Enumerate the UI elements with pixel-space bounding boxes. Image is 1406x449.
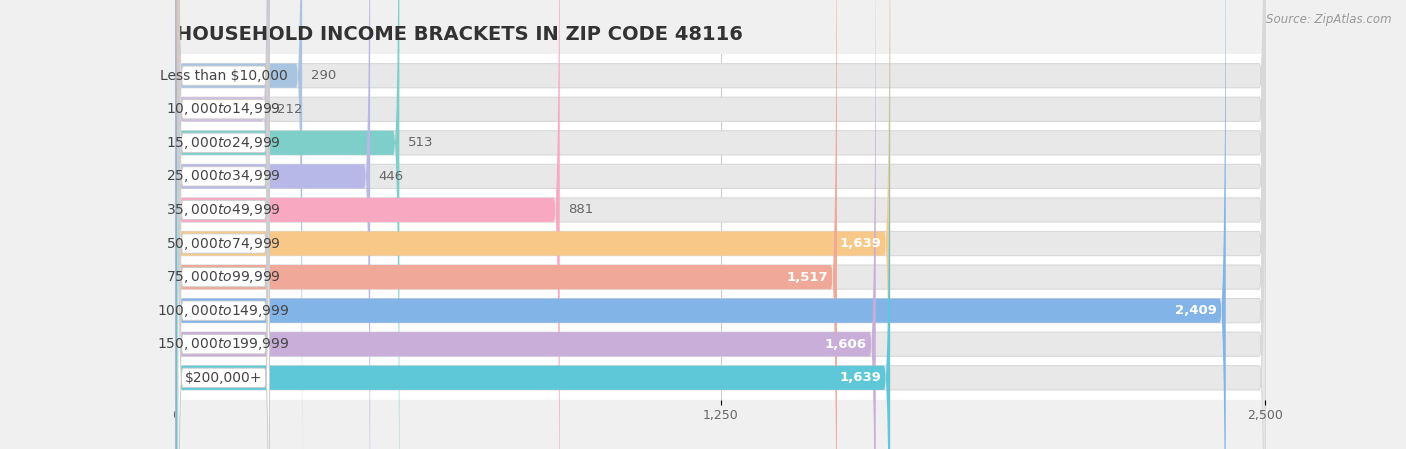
FancyBboxPatch shape: [179, 0, 270, 449]
Text: 1,517: 1,517: [786, 271, 828, 284]
Text: HOUSEHOLD INCOME BRACKETS IN ZIP CODE 48116: HOUSEHOLD INCOME BRACKETS IN ZIP CODE 48…: [176, 25, 742, 44]
Text: 290: 290: [311, 69, 336, 82]
FancyBboxPatch shape: [176, 0, 890, 449]
Text: $25,000 to $34,999: $25,000 to $34,999: [166, 168, 281, 185]
Text: 2,409: 2,409: [1175, 304, 1218, 317]
FancyBboxPatch shape: [176, 0, 890, 449]
FancyBboxPatch shape: [176, 0, 1265, 449]
FancyBboxPatch shape: [176, 0, 837, 449]
Text: 513: 513: [408, 136, 433, 150]
Text: $75,000 to $99,999: $75,000 to $99,999: [166, 269, 281, 285]
FancyBboxPatch shape: [176, 0, 1265, 449]
FancyBboxPatch shape: [179, 0, 270, 449]
Text: Source: ZipAtlas.com: Source: ZipAtlas.com: [1267, 13, 1392, 26]
FancyBboxPatch shape: [176, 0, 370, 449]
Text: $10,000 to $14,999: $10,000 to $14,999: [166, 101, 281, 117]
FancyBboxPatch shape: [176, 0, 1265, 449]
FancyBboxPatch shape: [179, 0, 270, 449]
Text: $200,000+: $200,000+: [186, 371, 263, 385]
Text: 1,639: 1,639: [839, 237, 882, 250]
Text: 446: 446: [378, 170, 404, 183]
FancyBboxPatch shape: [176, 0, 1265, 449]
FancyBboxPatch shape: [176, 0, 1265, 449]
FancyBboxPatch shape: [176, 0, 302, 449]
Text: 1,606: 1,606: [825, 338, 868, 351]
Text: $15,000 to $24,999: $15,000 to $24,999: [166, 135, 281, 151]
FancyBboxPatch shape: [179, 0, 270, 449]
FancyBboxPatch shape: [176, 0, 399, 449]
FancyBboxPatch shape: [176, 0, 1265, 449]
Text: 881: 881: [568, 203, 593, 216]
FancyBboxPatch shape: [176, 0, 1265, 449]
FancyBboxPatch shape: [176, 0, 1265, 449]
FancyBboxPatch shape: [176, 0, 1226, 449]
Text: $35,000 to $49,999: $35,000 to $49,999: [166, 202, 281, 218]
FancyBboxPatch shape: [176, 0, 1265, 449]
Text: $100,000 to $149,999: $100,000 to $149,999: [157, 303, 290, 319]
FancyBboxPatch shape: [176, 0, 269, 449]
FancyBboxPatch shape: [179, 18, 270, 449]
FancyBboxPatch shape: [179, 0, 270, 449]
FancyBboxPatch shape: [179, 0, 270, 449]
FancyBboxPatch shape: [179, 0, 270, 435]
Text: 1,639: 1,639: [839, 371, 882, 384]
Text: $50,000 to $74,999: $50,000 to $74,999: [166, 236, 281, 251]
FancyBboxPatch shape: [176, 0, 1265, 449]
Text: 212: 212: [277, 103, 302, 116]
FancyBboxPatch shape: [176, 0, 876, 449]
Text: $150,000 to $199,999: $150,000 to $199,999: [157, 336, 290, 352]
Text: Less than $10,000: Less than $10,000: [160, 69, 288, 83]
FancyBboxPatch shape: [179, 0, 270, 449]
FancyBboxPatch shape: [179, 0, 270, 449]
FancyBboxPatch shape: [176, 0, 560, 449]
